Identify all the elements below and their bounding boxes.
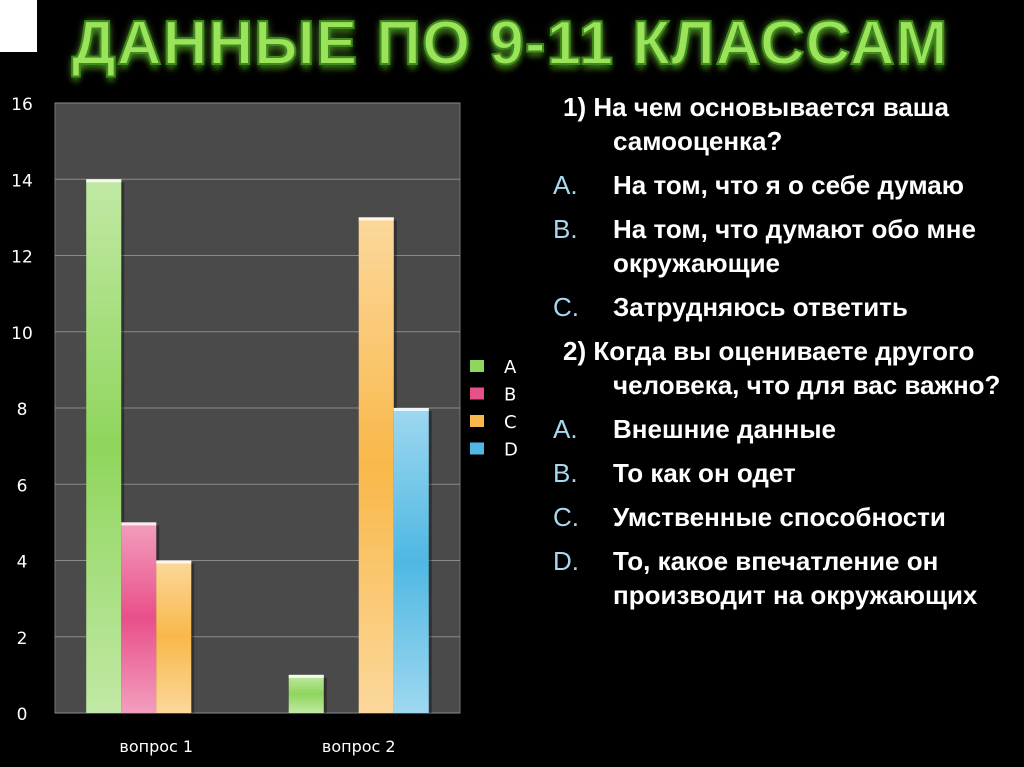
y-tick-label: 16 bbox=[11, 95, 33, 115]
option-label: C. bbox=[553, 292, 579, 322]
bar-sheen bbox=[156, 560, 192, 713]
option-2b: B. То как он одет bbox=[553, 456, 1023, 490]
bar-top-highlight bbox=[393, 408, 429, 411]
option-label: A. bbox=[553, 170, 578, 200]
y-tick-label: 4 bbox=[17, 553, 28, 573]
x-tick-label: вопрос 2 bbox=[322, 737, 396, 756]
y-tick-label: 14 bbox=[11, 171, 33, 191]
option-label: D. bbox=[553, 546, 579, 576]
bar-top-highlight bbox=[121, 522, 157, 526]
option-text: Затрудняюсь ответить bbox=[613, 292, 908, 322]
bar-sheen bbox=[86, 179, 122, 713]
option-text: То как он одет bbox=[613, 458, 796, 488]
legend-label: A bbox=[504, 357, 517, 378]
x-tick-label: вопрос 1 bbox=[119, 737, 193, 756]
y-tick-label: 12 bbox=[11, 248, 33, 268]
option-2a: A. Внешние данные bbox=[553, 412, 1023, 446]
bar-top-highlight bbox=[86, 179, 122, 183]
option-1a: A. На том, что я о себе думаю bbox=[553, 168, 1023, 202]
questions-list: 1) На чем основывается ваша самооценка? … bbox=[553, 90, 1023, 612]
bar-sheen bbox=[358, 217, 394, 713]
bar-top-highlight bbox=[358, 217, 394, 221]
legend-swatch-C bbox=[470, 415, 484, 427]
bar-sheen bbox=[393, 408, 429, 713]
legend-swatch-A bbox=[470, 360, 484, 372]
slide-title: ДАННЫЕ ПО 9-11 КЛАССАМ bbox=[71, 8, 949, 79]
bar-sheen bbox=[288, 674, 324, 713]
option-label: A. bbox=[553, 414, 578, 444]
y-tick-label: 8 bbox=[17, 400, 28, 420]
legend-swatch-B bbox=[470, 387, 484, 400]
option-label: B. bbox=[553, 214, 578, 244]
option-1b: B. На том, что думают обо мне окружающие bbox=[553, 212, 1023, 280]
option-text: Внешние данные bbox=[613, 414, 837, 444]
legend-label: C bbox=[504, 412, 517, 433]
option-text: На том, что думают обо мне окружающие bbox=[613, 214, 976, 278]
option-label: C. bbox=[553, 502, 579, 532]
y-tick-label: 10 bbox=[11, 324, 33, 344]
question-1: 1) На чем основывается ваша самооценка? bbox=[563, 92, 949, 156]
legend-label: D bbox=[504, 440, 518, 461]
option-label: B. bbox=[553, 458, 578, 488]
legend-label: B bbox=[504, 385, 516, 406]
legend-swatch-D bbox=[470, 442, 484, 455]
question-2: 2) Когда вы оцениваете другого человека,… bbox=[563, 336, 1001, 400]
y-tick-label: 0 bbox=[17, 705, 28, 725]
bar-top-highlight bbox=[288, 674, 324, 678]
option-2c: C. Умственные способности bbox=[553, 500, 1023, 534]
y-tick-label: 2 bbox=[17, 629, 28, 649]
white-corner-artifact bbox=[0, 0, 37, 52]
option-text: То, какое впечатление он производит на о… bbox=[613, 546, 978, 610]
y-tick-label: 6 bbox=[17, 476, 28, 496]
option-text: На том, что я о себе думаю bbox=[613, 170, 964, 200]
option-2d: D. То, какое впечатление он производит на… bbox=[553, 544, 1023, 612]
option-1c: C. Затрудняюсь ответить bbox=[553, 290, 1023, 324]
bar-sheen bbox=[121, 522, 157, 713]
option-text: Умственные способности bbox=[613, 502, 946, 532]
bar-top-highlight bbox=[156, 560, 192, 564]
